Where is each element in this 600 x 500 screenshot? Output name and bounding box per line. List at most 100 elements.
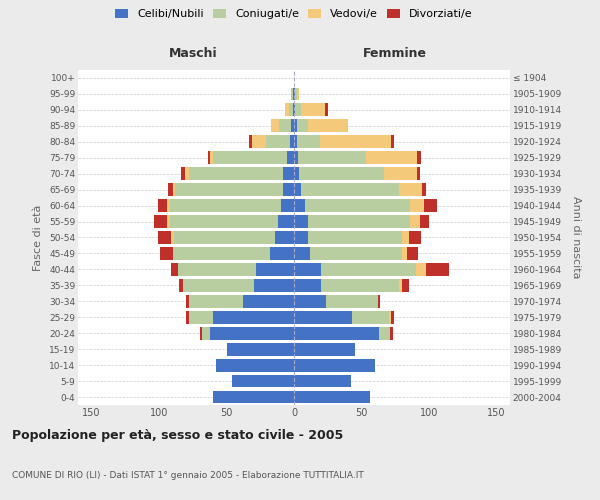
Bar bbox=[178, 263, 256, 276]
Bar bbox=[321, 263, 415, 276]
Bar bbox=[294, 231, 308, 244]
Bar bbox=[208, 152, 210, 164]
Bar bbox=[181, 168, 185, 180]
Bar bbox=[188, 168, 283, 180]
Bar bbox=[365, 152, 417, 164]
Bar bbox=[213, 390, 294, 404]
Bar bbox=[410, 215, 419, 228]
Bar bbox=[294, 327, 379, 340]
Bar bbox=[266, 136, 290, 148]
Bar bbox=[185, 168, 188, 180]
Bar bbox=[294, 358, 375, 372]
Bar bbox=[294, 390, 370, 404]
Bar bbox=[213, 152, 287, 164]
Bar bbox=[211, 152, 213, 164]
Bar bbox=[270, 247, 294, 260]
Text: Maschi: Maschi bbox=[169, 48, 217, 60]
Bar bbox=[390, 327, 392, 340]
Bar bbox=[422, 184, 426, 196]
Bar bbox=[242, 295, 294, 308]
Bar bbox=[400, 184, 422, 196]
Bar bbox=[308, 215, 410, 228]
Bar bbox=[294, 263, 321, 276]
Bar bbox=[158, 231, 171, 244]
Bar bbox=[389, 311, 391, 324]
Bar bbox=[170, 215, 278, 228]
Bar bbox=[294, 247, 310, 260]
Y-axis label: Fasce di età: Fasce di età bbox=[34, 204, 43, 270]
Bar bbox=[290, 136, 294, 148]
Bar bbox=[186, 295, 188, 308]
Bar bbox=[175, 184, 283, 196]
Bar bbox=[400, 279, 402, 291]
Bar bbox=[296, 120, 308, 132]
Bar bbox=[167, 199, 170, 212]
Bar bbox=[407, 247, 418, 260]
Bar bbox=[409, 231, 421, 244]
Bar bbox=[427, 263, 449, 276]
Bar bbox=[256, 263, 294, 276]
Bar bbox=[294, 199, 305, 212]
Bar bbox=[294, 152, 298, 164]
Bar bbox=[275, 231, 294, 244]
Bar bbox=[410, 199, 424, 212]
Bar bbox=[167, 215, 170, 228]
Bar bbox=[289, 104, 293, 117]
Bar bbox=[173, 247, 270, 260]
Bar bbox=[291, 88, 293, 101]
Bar bbox=[402, 231, 409, 244]
Bar bbox=[402, 247, 407, 260]
Bar bbox=[296, 136, 320, 148]
Bar bbox=[294, 374, 350, 388]
Bar bbox=[424, 199, 437, 212]
Bar bbox=[379, 327, 390, 340]
Text: Femmine: Femmine bbox=[363, 48, 427, 60]
Bar bbox=[294, 136, 296, 148]
Bar bbox=[299, 168, 385, 180]
Bar bbox=[199, 327, 202, 340]
Bar bbox=[232, 374, 294, 388]
Bar bbox=[301, 184, 400, 196]
Bar bbox=[179, 279, 183, 291]
Bar bbox=[301, 104, 325, 117]
Bar bbox=[154, 215, 167, 228]
Bar bbox=[287, 152, 294, 164]
Bar bbox=[298, 152, 365, 164]
Bar bbox=[294, 184, 301, 196]
Bar bbox=[296, 88, 299, 101]
Bar bbox=[169, 184, 173, 196]
Bar bbox=[417, 152, 421, 164]
Bar bbox=[294, 343, 355, 355]
Bar bbox=[293, 88, 294, 101]
Bar bbox=[278, 215, 294, 228]
Bar bbox=[295, 88, 297, 101]
Bar bbox=[294, 104, 295, 117]
Bar bbox=[294, 168, 299, 180]
Bar bbox=[171, 263, 178, 276]
Bar bbox=[158, 199, 167, 212]
Bar bbox=[402, 279, 409, 291]
Bar bbox=[293, 104, 294, 117]
Bar bbox=[171, 231, 174, 244]
Bar bbox=[352, 311, 389, 324]
Bar bbox=[283, 184, 294, 196]
Bar bbox=[378, 295, 380, 308]
Bar bbox=[320, 136, 391, 148]
Bar bbox=[294, 311, 352, 324]
Bar bbox=[391, 311, 394, 324]
Bar bbox=[173, 184, 175, 196]
Bar bbox=[227, 343, 294, 355]
Bar bbox=[294, 295, 326, 308]
Bar bbox=[202, 327, 210, 340]
Bar bbox=[210, 327, 294, 340]
Bar bbox=[294, 215, 308, 228]
Bar bbox=[271, 120, 279, 132]
Legend: Celibi/Nubili, Coniugati/e, Vedovi/e, Divorziati/e: Celibi/Nubili, Coniugati/e, Vedovi/e, Di… bbox=[112, 6, 476, 22]
Bar bbox=[254, 279, 294, 291]
Bar bbox=[294, 88, 295, 101]
Bar bbox=[294, 279, 321, 291]
Bar bbox=[308, 231, 402, 244]
Bar bbox=[188, 311, 213, 324]
Text: COMUNE DI RIO (LI) - Dati ISTAT 1° gennaio 2005 - Elaborazione TUTTITALIA.IT: COMUNE DI RIO (LI) - Dati ISTAT 1° genna… bbox=[12, 471, 364, 480]
Bar bbox=[213, 311, 294, 324]
